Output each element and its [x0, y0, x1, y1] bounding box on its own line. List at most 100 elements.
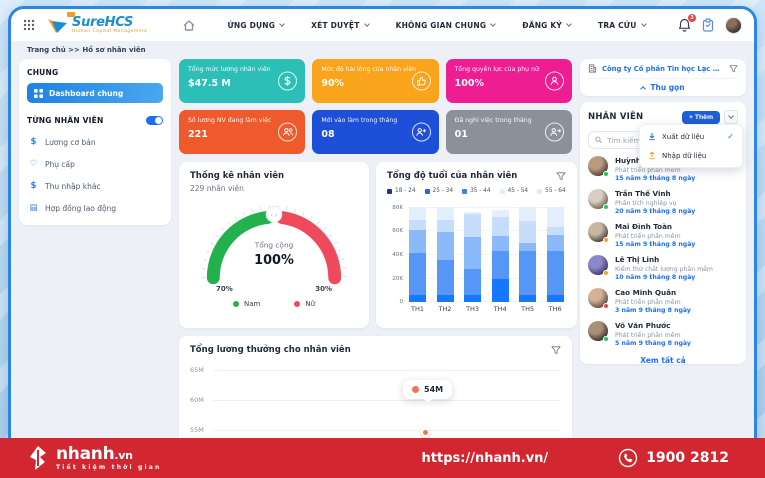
employees-menu-button[interactable]: [724, 110, 738, 124]
view-all-link[interactable]: Xem tất cả: [640, 356, 686, 365]
employee-row[interactable]: Trần Thế Vinh Phân tích nghiệp vụ 20 năm…: [588, 189, 738, 215]
data-point-dot[interactable]: [421, 428, 430, 437]
add-employee-button[interactable]: + Thêm: [682, 110, 720, 124]
employee-avatar: [588, 255, 609, 276]
app-grid-icon[interactable]: [23, 19, 35, 31]
bar-segment: [491, 278, 509, 302]
footer-banner: nhanh.vn Tiết kiệm thời gian https://nha…: [0, 438, 765, 478]
gauge-left-percent: 70%: [216, 285, 233, 293]
stat-value: 100%: [454, 78, 485, 89]
logo-flag: [67, 11, 75, 17]
employee-row[interactable]: Võ Văn Phước Phát triển phần mềm 5 năm 9…: [588, 321, 738, 347]
bar-segment: [409, 230, 426, 253]
age-bar-TH1[interactable]: [409, 206, 426, 302]
nav-dang-ky[interactable]: ĐĂNG KÝ: [522, 21, 572, 30]
phone-icon: [618, 448, 638, 468]
stat-card-new-hires: Mới vào làm trong tháng 08: [312, 110, 439, 154]
bar-segment: [546, 206, 564, 227]
dollar-circle-icon: [278, 71, 298, 91]
user-avatar[interactable]: [725, 16, 742, 34]
notification-badge: 3: [688, 14, 696, 22]
sidebar-item-phu-cap[interactable]: ♡ Phụ cấp: [29, 159, 75, 169]
nav-tra-cuu[interactable]: TRA CỨU: [598, 21, 647, 30]
gauge-center-value: 100%: [254, 253, 294, 268]
heart-icon: ♡: [29, 159, 38, 169]
employee-avatar: [588, 222, 609, 243]
nav-xet-duyet[interactable]: XÉT DUYỆT: [311, 21, 370, 30]
age-bar-TH2[interactable]: [436, 206, 454, 302]
upload-icon: [649, 151, 655, 160]
nav-khong-gian-chung[interactable]: KHÔNG GIAN CHUNG: [396, 21, 497, 30]
app-window: SureHCS Human Capital Management ỨNG DỤN…: [8, 6, 757, 478]
age-bar-TH4[interactable]: [491, 210, 509, 302]
bar-segment: [436, 259, 454, 295]
nav-ung-dung[interactable]: ỨNG DỤNG: [227, 21, 285, 30]
y-tick: 60M: [190, 396, 204, 404]
gender-gauge: ‹ › Tổng cộng 100%: [190, 195, 358, 287]
age-bar-TH3[interactable]: [464, 211, 482, 302]
menu-item-export[interactable]: Xuất dữ liệu ✓: [640, 127, 742, 146]
main-nav: ỨNG DỤNG XÉT DUYỆT KHÔNG GIAN CHUNG ĐĂNG…: [227, 21, 668, 30]
stat-value: $47.5 M: [188, 78, 231, 89]
gauge-handle[interactable]: [265, 206, 283, 223]
gauge-legend: Nam Nữ: [190, 300, 358, 308]
y-tick: 40K: [392, 252, 403, 258]
sidebar: CHUNG Dashboard chung TỪNG NHÂN VIÊN $ L…: [19, 59, 171, 225]
age-chart-x-labels: TH1 TH2 TH3 TH4 TH5 TH6: [411, 305, 562, 313]
surehcs-logo[interactable]: SureHCS Human Capital Management: [47, 11, 148, 35]
dollar-icon: $: [30, 181, 37, 191]
legend-dot-nam: [232, 301, 239, 307]
right-panel: Công ty Cổ phần Tin học Lạc Việt Thu gọn…: [580, 59, 746, 365]
per-employee-toggle[interactable]: [146, 116, 163, 125]
company-selector[interactable]: Công ty Cổ phần Tin học Lạc Việt: [588, 59, 738, 79]
home-icon[interactable]: [183, 19, 195, 31]
tooltip-dot: [412, 386, 419, 393]
stat-card-total-salary: Tổng mức lương nhân viên $47.5 M: [179, 59, 306, 103]
menu-item-import[interactable]: Nhập dữ liệu: [640, 146, 742, 165]
bar-segment: [519, 243, 537, 252]
dashboard-icon: [34, 88, 43, 98]
age-chart-title: Tổng độ tuổi của nhân viên: [387, 171, 518, 181]
employee-avatar: [588, 321, 609, 342]
stat-value: 08: [321, 129, 335, 140]
sidebar-item-hop-dong-lao-dong[interactable]: ▤ Hợp đồng lao động: [29, 203, 117, 213]
thumbs-up-icon: [411, 71, 431, 91]
employee-avatar: [588, 189, 609, 210]
sidebar-item-dashboard-chung[interactable]: Dashboard chung: [27, 83, 163, 103]
employee-row[interactable]: Cao Minh Quân Phát triển phần mềm 3 năm …: [588, 288, 738, 314]
y-tick: 65M: [190, 366, 204, 374]
brand-tagline: Human Capital Management: [72, 28, 148, 34]
collapse-button[interactable]: Thu gọn: [588, 79, 738, 96]
building-icon: [588, 64, 597, 73]
footer-url: https://nhanh.vn/: [421, 450, 549, 466]
age-chart-plot: 0 20K 40K 60K 80K: [392, 202, 566, 305]
bar-segment: [436, 231, 454, 260]
age-bar-TH6[interactable]: [546, 206, 564, 302]
filter-icon[interactable]: [729, 64, 738, 73]
clipboard-icon[interactable]: [702, 18, 714, 32]
sidebar-section-tung-nhan-vien: TỪNG NHÂN VIÊN: [27, 116, 104, 125]
bar-segment: [436, 294, 454, 302]
bar-segment: [491, 251, 509, 279]
sidebar-item-thu-nhap-khac[interactable]: $ Thu nhập khác: [30, 181, 101, 191]
bar-segment: [436, 206, 454, 220]
age-bar-TH5[interactable]: [519, 206, 537, 302]
employee-row[interactable]: Mai Đình Toàn Phát triển phần mềm 15 năm…: [588, 222, 738, 248]
y-tick: 80K: [392, 205, 403, 211]
bar-segment: [491, 217, 509, 237]
logo-swoosh-icon: [48, 18, 67, 33]
bar-segment: [409, 252, 426, 295]
stat-card-active-employees: Số lượng NV đang làm việc 221: [179, 110, 306, 154]
brand-name: SureHCS: [72, 14, 134, 30]
stat-card-satisfaction: Mức độ hài lòng của nhân viên 90%: [312, 59, 439, 103]
filter-icon[interactable]: [551, 345, 561, 355]
notification-bell-icon[interactable]: 3: [678, 14, 696, 32]
employee-row[interactable]: Lê Thị Linh Kiểm thử chất lượng phần mềm…: [588, 255, 738, 281]
main-content: Tổng mức lương nhân viên $47.5 M Mức độ …: [179, 59, 577, 448]
footer-phone: 1900 2812: [618, 448, 729, 468]
stat-title: Tổng mức lương nhân viên: [188, 66, 271, 73]
filter-icon[interactable]: [556, 171, 566, 181]
y-tick: 60K: [392, 228, 403, 235]
sidebar-item-luong-co-ban[interactable]: $ Lương cơ bản: [30, 137, 96, 147]
nhanh-logo-icon: [30, 446, 46, 470]
